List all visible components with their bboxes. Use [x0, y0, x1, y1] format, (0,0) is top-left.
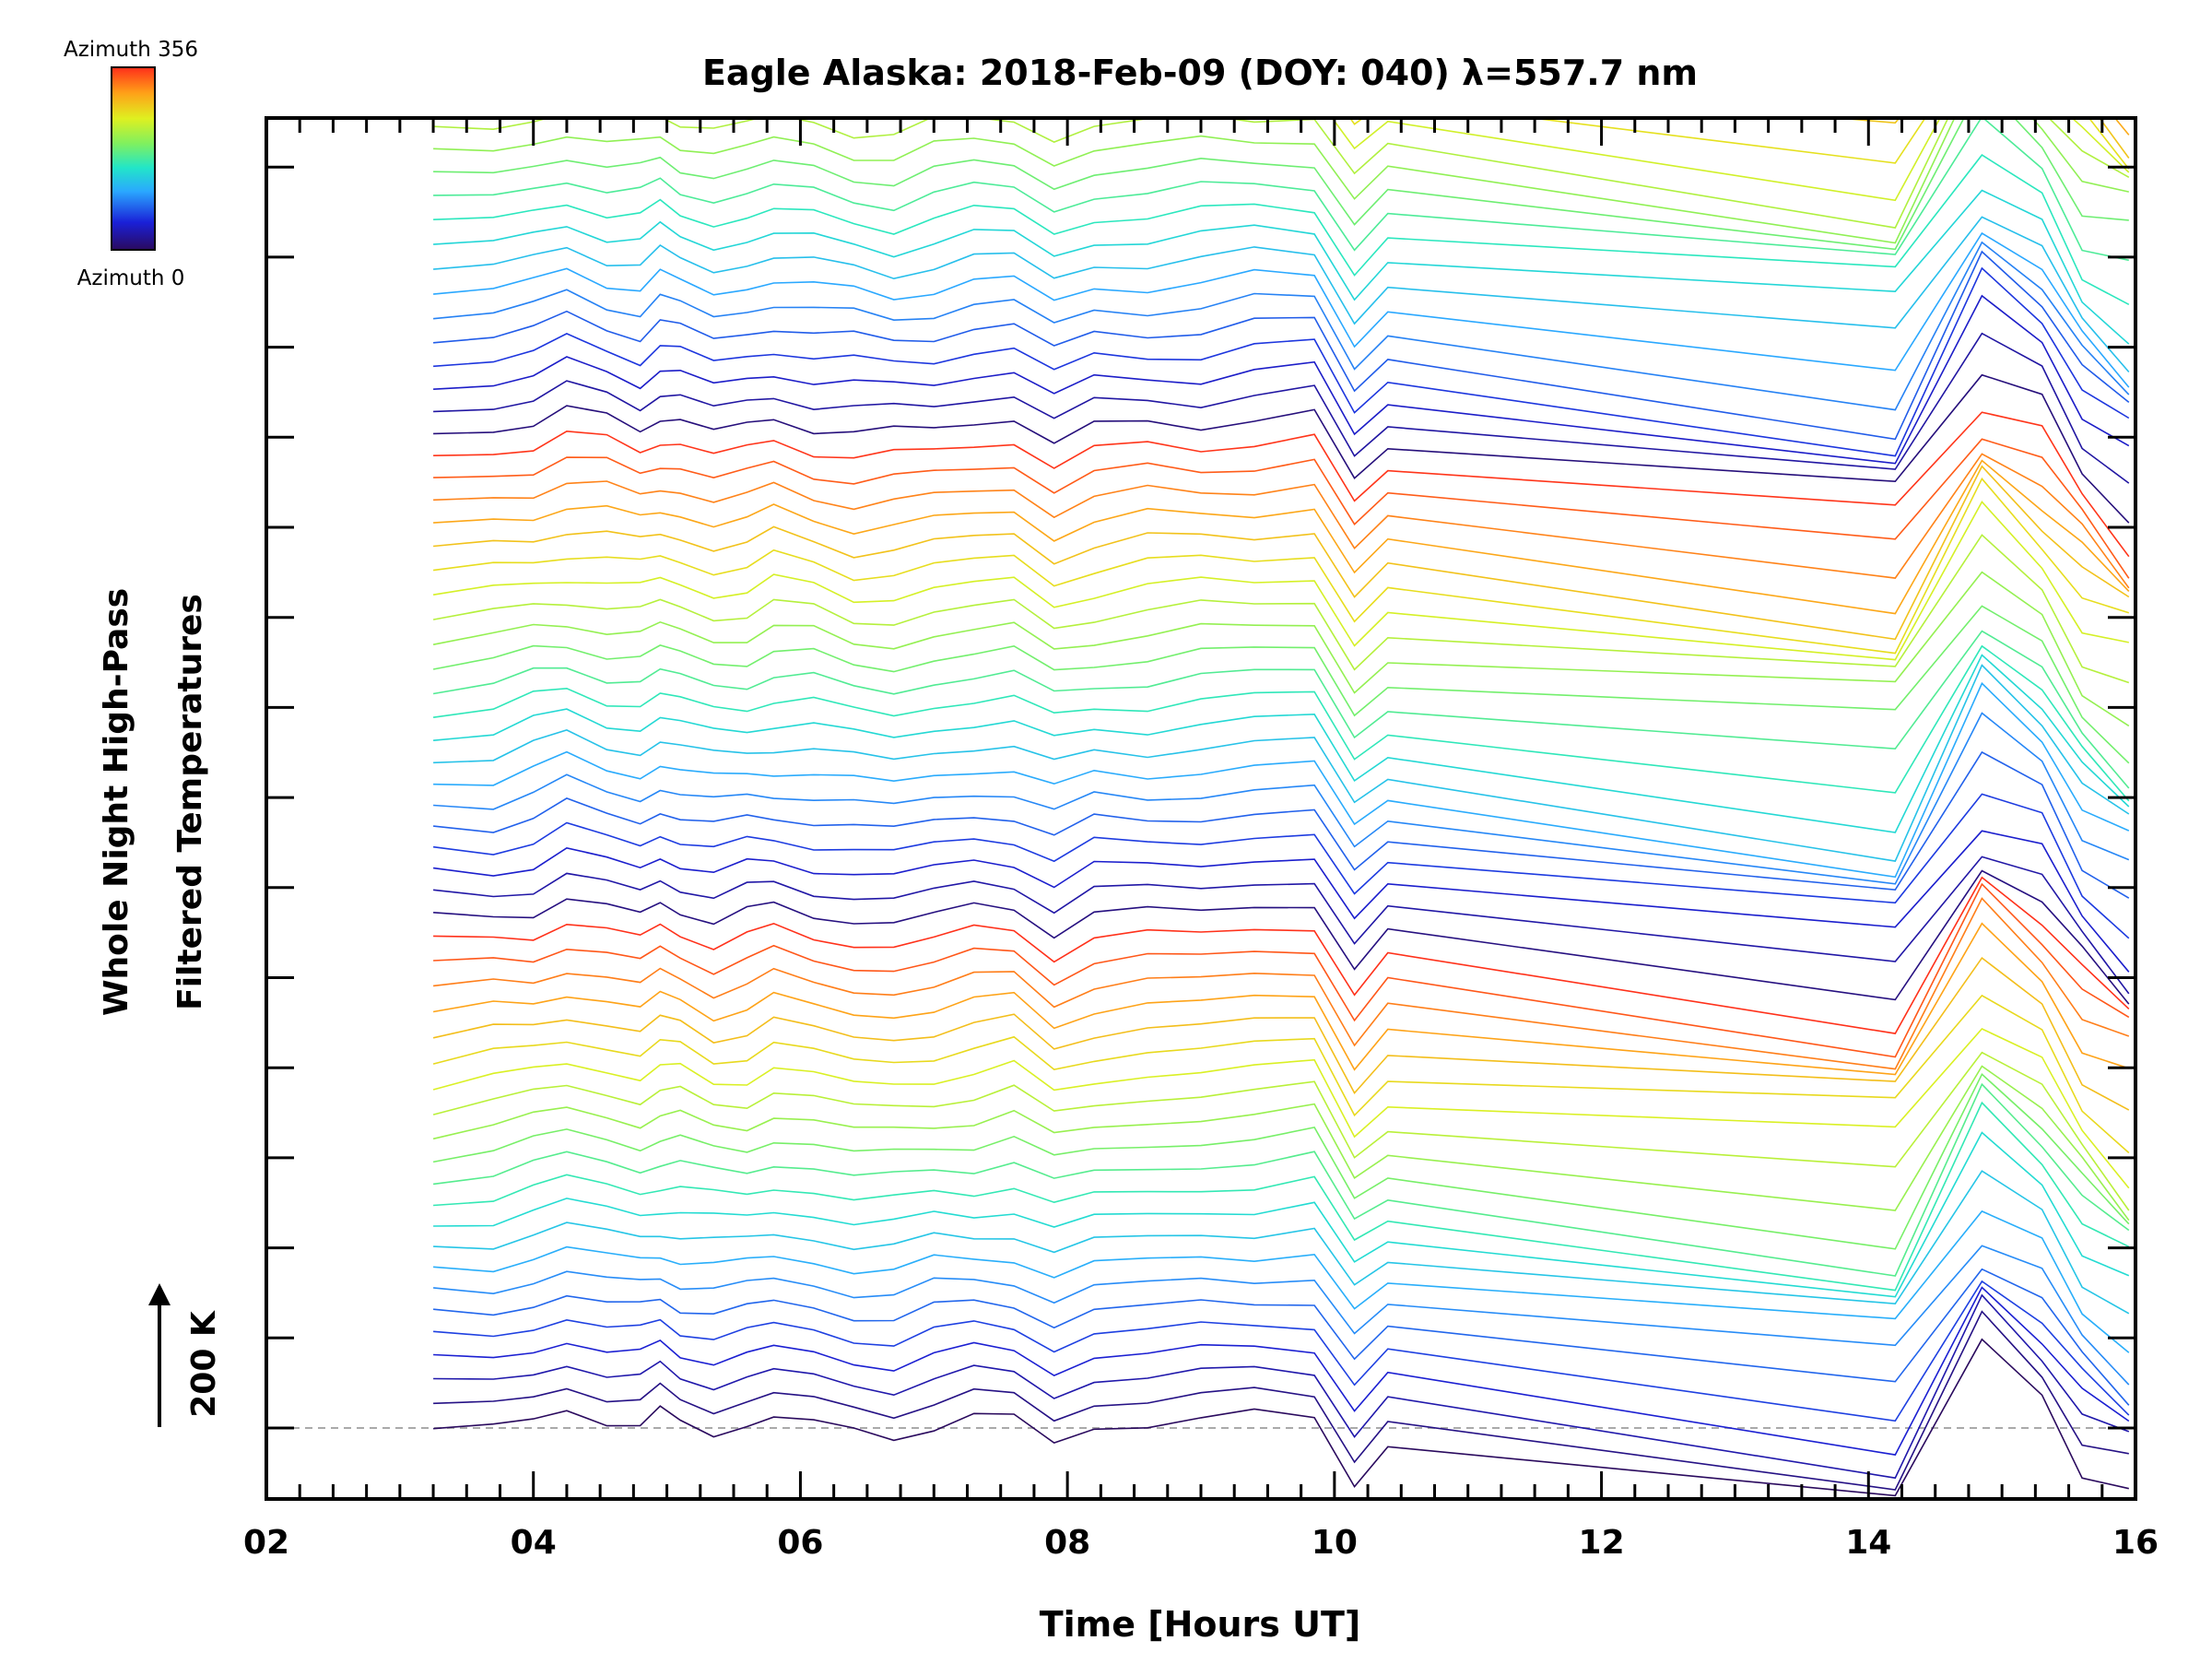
trace-line	[433, 856, 2130, 995]
trace-line	[433, 465, 2130, 641]
trace-line	[433, 118, 2129, 262]
x-tick-label: 02	[243, 1524, 289, 1562]
trace-line	[433, 1293, 2130, 1480]
chart-title: Eagle Alaska: 2018-Feb-09 (DOY: 040) λ=5…	[702, 53, 1698, 93]
trace-line	[433, 241, 2130, 411]
trace-line	[433, 869, 2130, 1005]
trace-line	[433, 118, 2130, 229]
scale-label: 200 K	[185, 1310, 223, 1418]
trace-line	[432, 1028, 2130, 1189]
trace-line	[433, 1286, 2130, 1456]
colorbar	[111, 66, 156, 251]
trace-line	[433, 876, 2130, 1034]
x-tick-label: 06	[777, 1524, 823, 1562]
trace-line	[433, 189, 2130, 345]
trace-line	[433, 453, 2130, 589]
trace-line	[433, 712, 2130, 885]
trace-line	[433, 118, 2129, 244]
trace-line	[432, 605, 2130, 764]
trace-line	[433, 882, 2130, 1058]
trace-line	[433, 1338, 2129, 1497]
scale-arrow	[148, 1283, 171, 1427]
y-axis-label-line-1: Whole Night High-Pass	[98, 588, 135, 1016]
trace-line	[433, 750, 2130, 899]
trace-line	[433, 0, 2129, 44]
trace-line	[432, 534, 2130, 684]
trace-line	[432, 994, 2130, 1154]
x-tick-label: 04	[511, 1524, 557, 1562]
trace-line	[433, 0, 2129, 15]
trace-line	[432, 1072, 2130, 1250]
trace-line	[433, 1101, 2130, 1292]
trace-line	[432, 501, 2129, 661]
trace-line	[433, 1245, 2130, 1386]
trace-line	[433, 1310, 2129, 1491]
colorbar-bottom-label: Azimuth 0	[77, 266, 185, 290]
trace-line	[432, 1065, 2130, 1221]
trace-line	[433, 411, 2130, 558]
trace-line	[432, 956, 2130, 1111]
x-tick-label: 14	[1845, 1524, 1891, 1562]
trace-line	[433, 459, 2130, 615]
trace-group	[432, 0, 2130, 1497]
trace-line	[433, 897, 2130, 1070]
x-axis-label: Time [Hours UT]	[1040, 1604, 1361, 1645]
trace-line	[432, 793, 2130, 939]
trace-line	[433, 0, 2129, 34]
trace-line	[433, 332, 2130, 484]
trace-line	[433, 664, 2130, 862]
trace-line	[432, 1051, 2130, 1211]
trace-line	[432, 922, 2130, 1076]
trace-line	[433, 1268, 2130, 1406]
x-tick-label: 16	[2112, 1524, 2159, 1562]
trace-line	[433, 118, 2129, 251]
trace-line	[1053, 118, 2130, 202]
trace-line	[432, 630, 2130, 789]
y-axis-label-line-2: Filtered Temperatures	[171, 594, 209, 1010]
trace-line	[433, 1170, 2130, 1315]
trace-line	[433, 231, 2130, 388]
trace-line	[432, 477, 2130, 655]
plot-frame	[265, 116, 2137, 1501]
trace-line	[432, 1082, 2130, 1277]
trace-line	[433, 154, 2130, 306]
trace-line	[433, 250, 2130, 441]
trace-line	[433, 1131, 2130, 1298]
x-tick-label: 10	[1312, 1524, 1358, 1562]
trace-line	[433, 216, 2130, 373]
x-tick-label: 08	[1044, 1524, 1090, 1562]
trace-line	[433, 1280, 2130, 1422]
trace-line	[432, 644, 2130, 802]
trace-line	[433, 654, 2130, 833]
trace-line	[432, 830, 2130, 973]
x-tick-labels: 02 04 06 08 10 12 14 16	[243, 1524, 2159, 1562]
trace-line	[433, 266, 2130, 457]
trace-line	[433, 681, 2130, 879]
trace-line	[433, 438, 2130, 579]
x-tick-label: 12	[1579, 1524, 1625, 1562]
trace-line	[433, 373, 2130, 524]
trace-line	[433, 294, 2130, 465]
trace-line	[433, 1210, 2130, 1353]
trace-line	[432, 571, 2130, 727]
colorbar-top-label: Azimuth 356	[64, 38, 198, 62]
